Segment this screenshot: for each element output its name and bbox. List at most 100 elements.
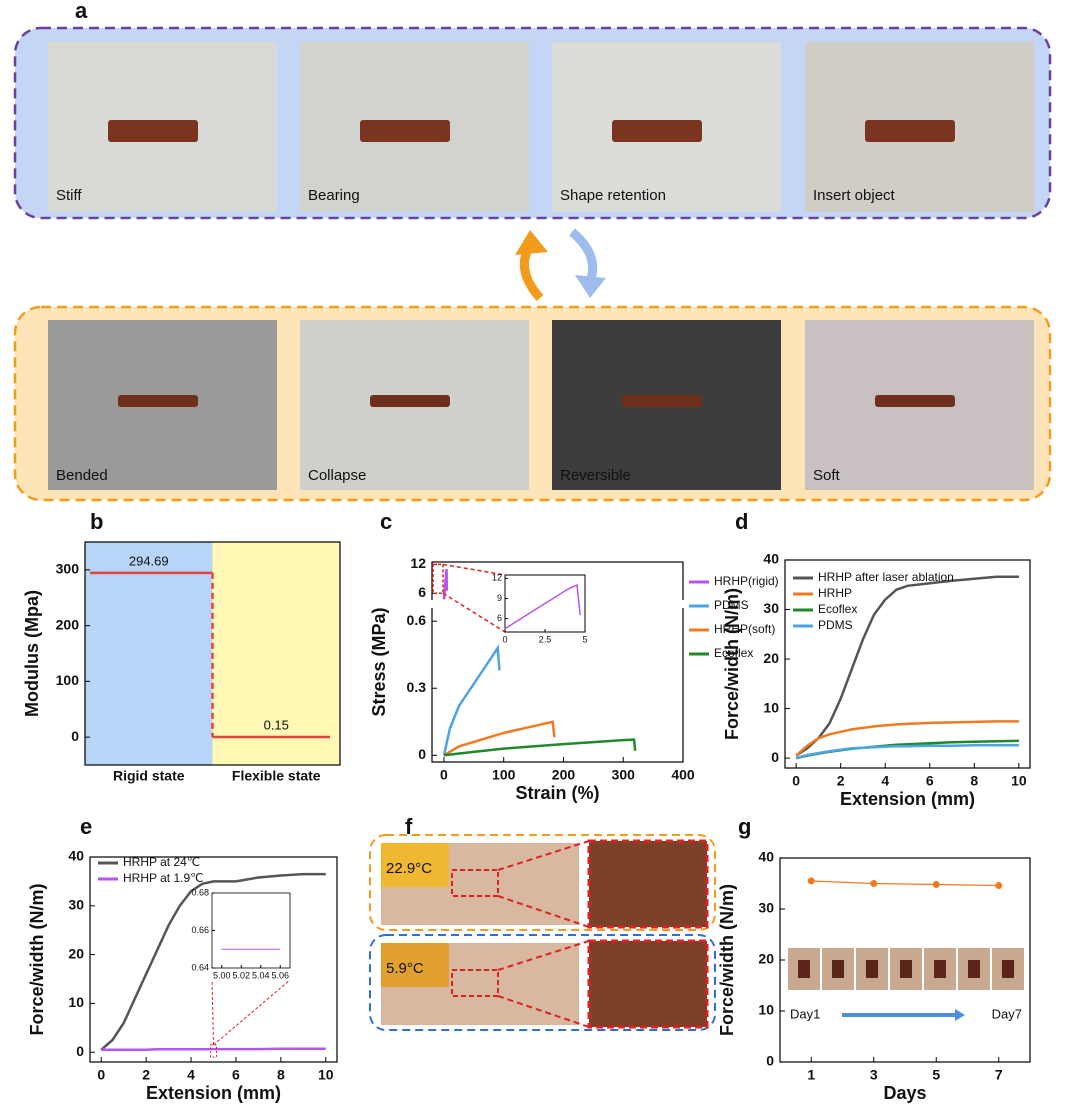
- x-tick-label: 5.02: [232, 970, 250, 980]
- x-tick-label: 6: [232, 1067, 240, 1083]
- y-tick-label: 40: [758, 849, 774, 865]
- series-line: [811, 880, 999, 887]
- sample: [370, 395, 450, 407]
- x-tick-label: 2.5: [539, 634, 552, 644]
- point: [995, 882, 1003, 890]
- inset-line: [504, 584, 581, 630]
- x-tick-label: 8: [277, 1067, 285, 1083]
- x-tick-label: 300: [612, 767, 636, 783]
- y-tick-label: 30: [763, 600, 779, 616]
- zoom-box: [451, 869, 499, 897]
- x-tick-label: 7: [995, 1067, 1003, 1083]
- y-tick-label: 0: [771, 749, 779, 765]
- panel-label: d: [735, 509, 748, 534]
- photo-caption: Bended: [56, 467, 108, 484]
- point: [870, 880, 878, 887]
- series-line: [795, 575, 1019, 757]
- legend-label: PDMS: [714, 598, 749, 612]
- zoom-line: [211, 979, 214, 1045]
- panel-label: a: [75, 0, 88, 23]
- frame: [431, 561, 684, 763]
- panel-label: g: [738, 814, 751, 839]
- y-tick-label: 0: [76, 1043, 84, 1059]
- x-tick-label: 0: [792, 773, 800, 789]
- y-tick-label: 30: [758, 900, 774, 916]
- x-tick-label: Flexible state: [232, 768, 321, 784]
- x-tick-label: 5.06: [271, 970, 289, 980]
- photo-caption: Bearing: [308, 187, 360, 204]
- sample: [934, 960, 946, 978]
- y-tick-label: 200: [56, 616, 80, 632]
- frame: [779, 857, 1031, 1063]
- point: [932, 881, 940, 889]
- series-line: [795, 743, 1019, 760]
- x-tick-label: 400: [671, 767, 695, 783]
- series-line: [443, 720, 556, 757]
- state-band: [212, 542, 340, 765]
- y-tick-label: 10: [68, 994, 84, 1010]
- zoom-line: [213, 979, 291, 1046]
- photo-caption: Reversible: [560, 467, 631, 484]
- sample: [612, 120, 702, 142]
- y-tick-label: 300: [56, 561, 80, 577]
- x-tick-label: 5: [582, 634, 587, 644]
- zoom-box: [432, 563, 444, 594]
- zoom-line: [497, 995, 590, 1028]
- sample: [832, 960, 844, 978]
- y-tick-label: 12: [410, 555, 426, 571]
- series-line: [442, 644, 501, 756]
- zoom-line: [497, 895, 590, 928]
- frame: [89, 856, 338, 1063]
- day-label: Day7: [992, 1006, 1022, 1021]
- x-tick-label: 8: [970, 773, 978, 789]
- photo-caption: Soft: [813, 467, 841, 484]
- x-tick-label: 0: [97, 1067, 105, 1083]
- y-tick-label: 10: [763, 699, 779, 715]
- sample: [900, 960, 912, 978]
- legend-label: HRHP after laser ablation: [818, 570, 954, 584]
- x-tick-label: 0: [440, 767, 448, 783]
- thermal: [381, 943, 449, 987]
- y-axis-title: Force/width (N/m): [722, 588, 742, 740]
- legend-label: HRHP at 1.9℃: [123, 871, 204, 885]
- temperature: 5.9°C: [386, 960, 424, 977]
- y-tick-label: 0.64: [191, 962, 209, 972]
- x-tick-label: 2: [142, 1067, 150, 1083]
- panel-label: b: [90, 509, 103, 534]
- zoom-line: [497, 940, 590, 971]
- x-tick-label: 5.00: [213, 970, 231, 980]
- f-box-cold: [369, 934, 716, 1031]
- photo: [587, 839, 709, 929]
- day-arrow-head: [955, 1009, 965, 1021]
- y-tick-label: 20: [68, 945, 84, 961]
- sample: [875, 395, 955, 407]
- y-axis-title: Force/width (N/m): [27, 883, 47, 1035]
- y-tick-label: 20: [763, 650, 779, 666]
- x-axis-title: Strain (%): [515, 783, 599, 803]
- photo-caption: Collapse: [308, 467, 366, 484]
- axis-break: [677, 600, 689, 608]
- x-axis-title: Extension (mm): [146, 1083, 281, 1103]
- zoom-line: [497, 840, 590, 871]
- sample: [866, 960, 878, 978]
- panel-label: f: [405, 814, 413, 839]
- photo: [587, 939, 709, 1029]
- x-tick-label: 3: [870, 1067, 878, 1083]
- frame: [784, 559, 1031, 769]
- data-label: 294.69: [129, 553, 169, 568]
- series-line: [795, 720, 1019, 757]
- arrow-down: [569, 228, 598, 284]
- y-tick-label: 0: [418, 746, 426, 762]
- series-line: [100, 872, 326, 1051]
- point: [807, 877, 815, 885]
- zoom-line: [442, 563, 506, 576]
- x-tick-label: 0: [502, 634, 507, 644]
- y-tick-label: 0: [71, 728, 79, 744]
- y-tick-label: 0.66: [191, 925, 209, 935]
- panel-label: e: [80, 814, 92, 839]
- sample: [118, 395, 198, 407]
- y-tick-label: 6: [497, 613, 502, 623]
- x-tick-label: 4: [881, 773, 889, 789]
- sample: [865, 120, 955, 142]
